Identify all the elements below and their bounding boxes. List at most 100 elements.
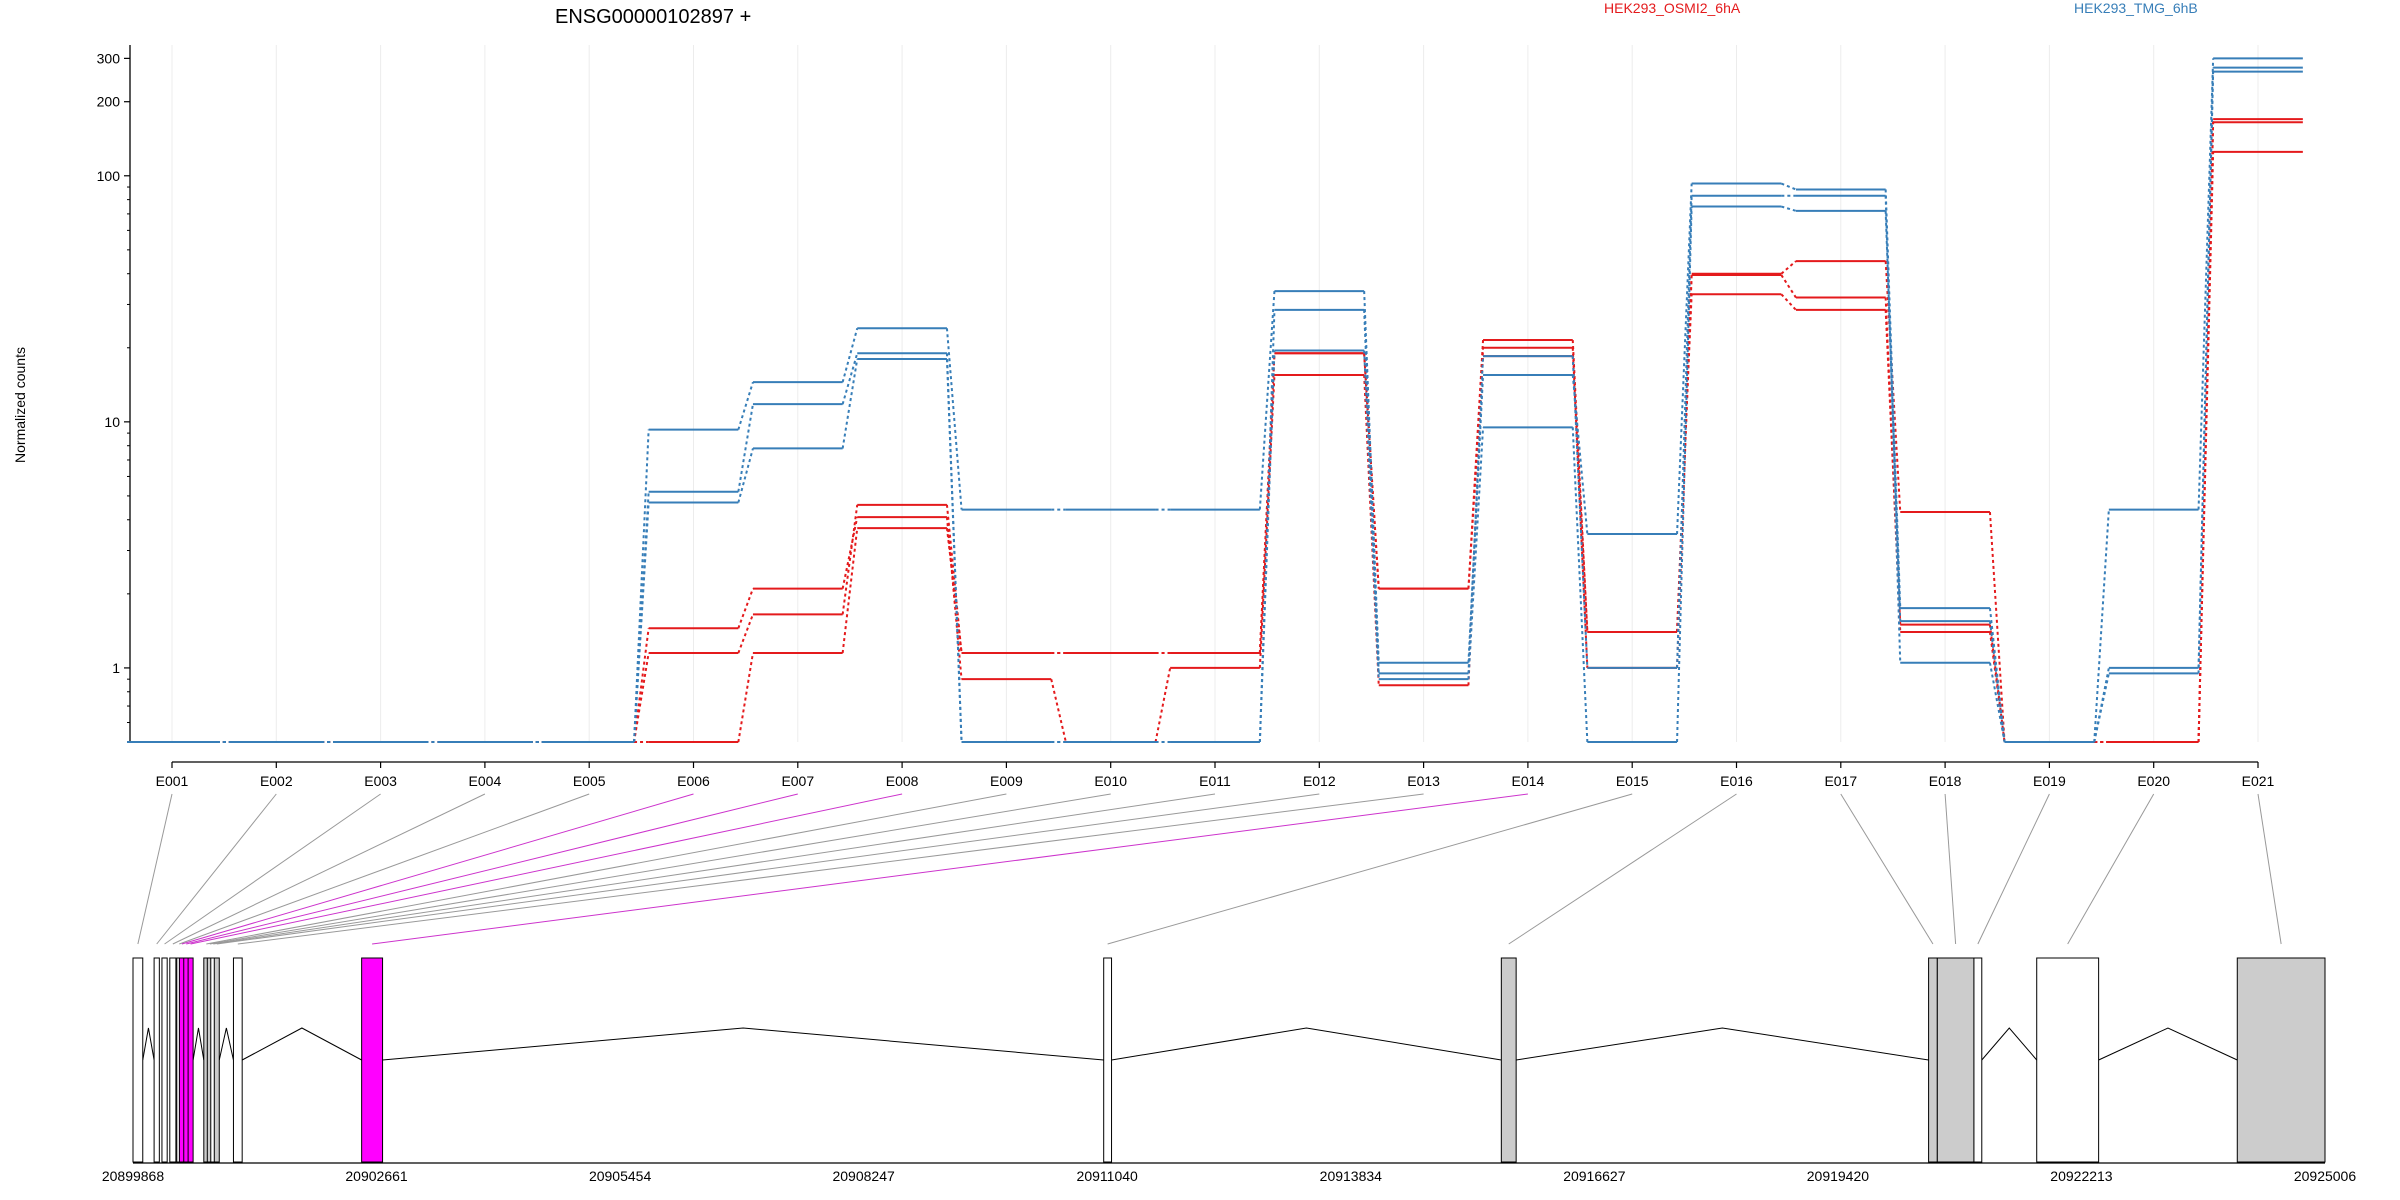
exon-box-e008 bbox=[187, 957, 194, 1163]
exon-box-e013 bbox=[232, 957, 243, 1163]
exon-box-e004 bbox=[169, 957, 177, 1163]
x-tick-label-e018: E018 bbox=[1929, 773, 1962, 789]
series-connector bbox=[841, 516, 859, 589]
exon-connector-e013 bbox=[237, 793, 1424, 945]
legend-label-tmg: HEK293_TMG_6hB bbox=[2074, 0, 2198, 16]
y-tick-label: 100 bbox=[97, 168, 121, 184]
series-connector bbox=[2197, 71, 2215, 674]
x-tick-label-e009: E009 bbox=[990, 773, 1023, 789]
gene-model-track bbox=[132, 957, 2326, 1163]
x-tick-label-e016: E016 bbox=[1720, 773, 1753, 789]
y-axis-label: Normalized counts bbox=[12, 347, 28, 463]
x-tick-label-e021: E021 bbox=[2242, 773, 2275, 789]
series-connector bbox=[945, 328, 963, 510]
x-tick-label-e015: E015 bbox=[1616, 773, 1649, 789]
exon-connector-e009 bbox=[206, 793, 1007, 945]
x-tick-label-e017: E017 bbox=[1824, 773, 1857, 789]
exon-box-e020 bbox=[2036, 957, 2100, 1163]
series-connector bbox=[945, 359, 963, 743]
series-connector bbox=[1571, 427, 1589, 743]
x-tick-label-e002: E002 bbox=[260, 773, 293, 789]
exon-connector-e007 bbox=[186, 793, 798, 945]
y-tick-label: 1 bbox=[112, 660, 120, 676]
series-connector bbox=[1467, 427, 1485, 680]
x-tick-label-e008: E008 bbox=[886, 773, 919, 789]
series-connector bbox=[1467, 356, 1485, 674]
intron-line bbox=[1516, 1027, 1929, 1061]
series-connector bbox=[1571, 356, 1589, 668]
coord-tick-label: 20925006 bbox=[2294, 1168, 2357, 1184]
series-connector bbox=[1258, 353, 1276, 654]
exon-connector-e001 bbox=[137, 793, 173, 945]
series-connector bbox=[841, 352, 859, 405]
exon-box-e002 bbox=[153, 957, 160, 1163]
series-connector bbox=[1884, 309, 1902, 625]
series-connector bbox=[1363, 350, 1380, 680]
series-connector bbox=[1258, 291, 1276, 510]
series-connector bbox=[737, 404, 754, 492]
series-connector bbox=[1780, 182, 1797, 191]
exon-connector-e006 bbox=[181, 793, 694, 945]
coord-tick-label: 20908247 bbox=[832, 1168, 895, 1184]
exon-connector-e011 bbox=[213, 793, 1216, 945]
exon-box-e016 bbox=[1500, 957, 1517, 1163]
series-connector bbox=[1258, 374, 1276, 668]
series-connector bbox=[1780, 274, 1797, 299]
x-tick-label-e003: E003 bbox=[364, 773, 397, 789]
coord-tick-label: 20919420 bbox=[1807, 1168, 1870, 1184]
x-tick-label-e010: E010 bbox=[1094, 773, 1127, 789]
exon-box-e014 bbox=[361, 957, 384, 1163]
exon-connector-e003 bbox=[164, 793, 381, 945]
series-connector bbox=[1676, 183, 1693, 535]
series-connector bbox=[1780, 260, 1797, 275]
y-tick-label: 200 bbox=[97, 94, 121, 110]
series-connector bbox=[737, 614, 754, 654]
exon-box-e021 bbox=[2236, 957, 2326, 1163]
series-connector bbox=[1781, 205, 1797, 212]
exon-connector-e014 bbox=[372, 793, 1528, 945]
coord-tick-label: 20922213 bbox=[2050, 1168, 2113, 1184]
coord-tick-label: 20911040 bbox=[1077, 1168, 1138, 1184]
exon-box-e012 bbox=[213, 957, 220, 1163]
exon-connector-e020 bbox=[2067, 793, 2155, 945]
series-connector bbox=[737, 588, 754, 629]
legend-label-osmi2: HEK293_OSMI2_6hA bbox=[1604, 0, 1741, 16]
series-5 bbox=[127, 70, 2303, 743]
coord-tick-label: 20913834 bbox=[1320, 1168, 1383, 1184]
series-connector bbox=[1988, 620, 2006, 743]
series-connector bbox=[1988, 511, 2006, 743]
series-connector bbox=[737, 652, 754, 743]
y-axis: 1 10 100 200 300 bbox=[97, 45, 131, 743]
x-tick-label-e013: E013 bbox=[1407, 773, 1440, 789]
intron-line bbox=[1111, 1027, 1502, 1061]
coord-tick-label: 20902661 bbox=[345, 1168, 408, 1184]
x-tick-label-e007: E007 bbox=[781, 773, 814, 789]
series-connector bbox=[1884, 210, 1902, 622]
exon-connector-e017 bbox=[1840, 793, 1934, 945]
x-axis: E001 E002 E003 E004 E005 E006 E007 E008 E009 E010… bbox=[156, 761, 2275, 789]
series-connector bbox=[1676, 195, 1693, 668]
series-connector bbox=[2197, 67, 2215, 668]
series-connector bbox=[1050, 678, 1067, 743]
x-tick-label-e020: E020 bbox=[2137, 773, 2170, 789]
intron-line bbox=[382, 1027, 1104, 1061]
series-connector bbox=[945, 527, 963, 654]
exon-connector-e005 bbox=[179, 793, 590, 945]
intron-line bbox=[192, 1027, 205, 1061]
series-connector bbox=[737, 381, 754, 430]
exon-box-e018 bbox=[1936, 957, 1975, 1163]
chart-title: ENSG00000102897 + bbox=[555, 6, 751, 28]
exon-connector-e021 bbox=[2257, 793, 2282, 945]
series-lines bbox=[127, 57, 2303, 743]
series-connector bbox=[1363, 309, 1380, 674]
x-tick-label-e005: E005 bbox=[573, 773, 606, 789]
exon-connector-e016 bbox=[1508, 793, 1737, 945]
series-connector bbox=[1154, 667, 1172, 743]
series-connector bbox=[2093, 509, 2110, 743]
series-connector bbox=[633, 429, 650, 743]
exon-box-e017 bbox=[1928, 957, 1938, 1163]
y-tick-label: 10 bbox=[104, 414, 120, 430]
x-tick-label-e012: E012 bbox=[1303, 773, 1336, 789]
exon-connector-e004 bbox=[172, 793, 486, 945]
exon-connector-e018 bbox=[1944, 793, 1957, 945]
